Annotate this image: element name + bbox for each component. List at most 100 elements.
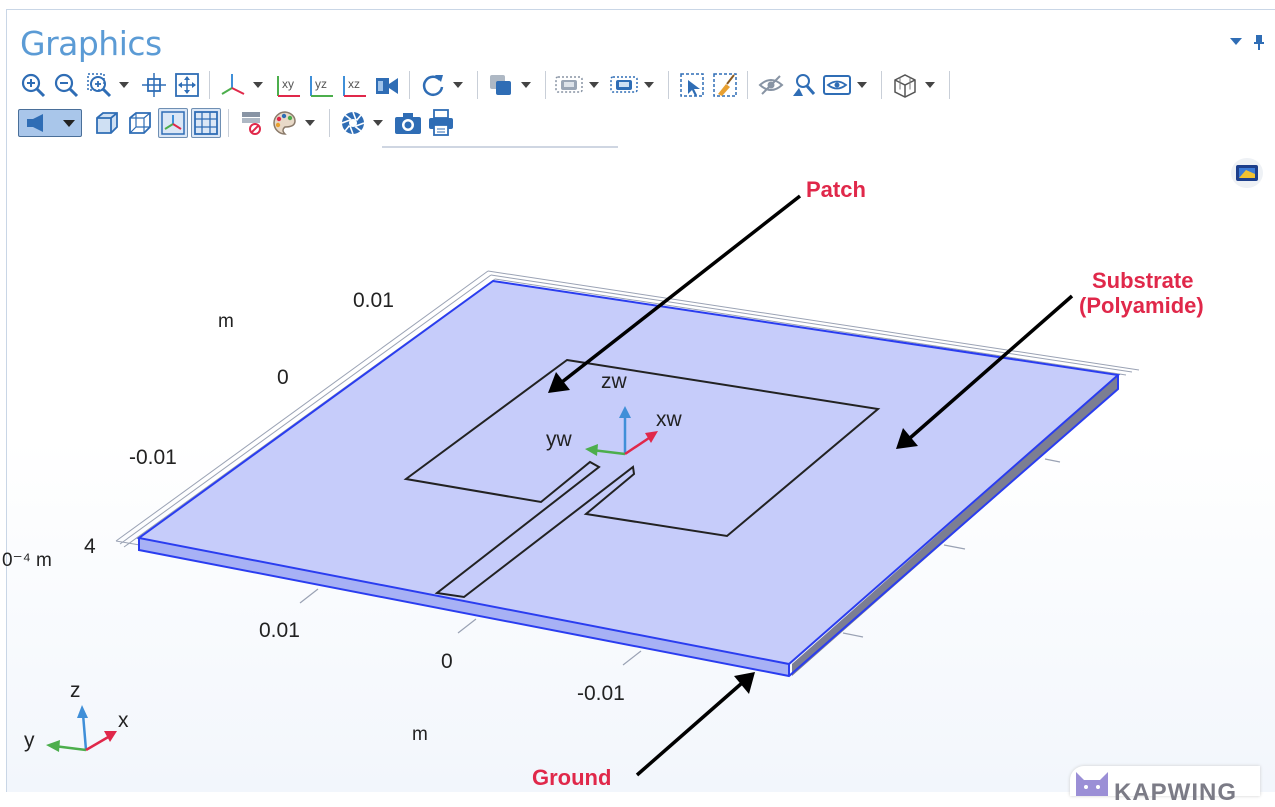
svg-text:yz: yz <box>315 77 327 91</box>
y-tick-label: 0 <box>277 366 289 389</box>
light-dropdown[interactable] <box>18 109 82 137</box>
select-objects-dropdown[interactable] <box>519 70 533 100</box>
reset-hiding-icon <box>242 112 261 135</box>
x-tick-label: 0.01 <box>259 619 300 642</box>
axis-orientation-button[interactable] <box>158 108 188 138</box>
annotation-arrows <box>548 194 1074 777</box>
xy-plane-button[interactable]: xy <box>273 70 303 100</box>
rotate-dropdown[interactable] <box>451 70 465 100</box>
select-zoom-icon <box>680 73 704 97</box>
work-plane-triad: zw yw xw <box>546 370 683 456</box>
grid-button[interactable] <box>191 108 221 138</box>
chevron-down-icon <box>373 120 383 126</box>
y-tick-label: -0.01 <box>129 446 177 469</box>
zoom-extents-button[interactable] <box>172 70 202 100</box>
palette-icon <box>273 111 296 135</box>
patch-annotation: Patch <box>806 177 866 202</box>
view-settings-dropdown[interactable] <box>855 70 869 100</box>
cat-logo-icon <box>1076 772 1108 796</box>
select-objects-button[interactable] <box>486 70 516 100</box>
deselect-box-button[interactable] <box>609 70 639 100</box>
camera-icon <box>395 113 421 134</box>
chevron-down-icon <box>305 120 315 126</box>
light-icon <box>27 114 43 132</box>
go-to-view-button[interactable] <box>372 70 402 100</box>
wireframe-button[interactable] <box>125 108 155 138</box>
scene-light-button[interactable] <box>338 108 368 138</box>
svg-text:xz: xz <box>348 77 360 91</box>
image-snapshot-button[interactable] <box>393 108 423 138</box>
zoom-box-dropdown[interactable] <box>117 70 131 100</box>
patch-outline[interactable] <box>403 358 881 599</box>
chevron-down-icon <box>589 82 599 88</box>
zoom-box-button[interactable] <box>84 70 114 100</box>
select-box-button[interactable] <box>554 70 584 100</box>
color-table-dropdown[interactable] <box>303 108 317 138</box>
global-y-label: y <box>24 729 35 752</box>
scene-light-dropdown[interactable] <box>371 108 385 138</box>
watermark-text: KAPWING <box>1114 779 1237 806</box>
default-view-button[interactable] <box>218 70 248 100</box>
substrate-side-right <box>792 375 1118 676</box>
plot-window-icon <box>1231 158 1263 188</box>
view-eye-icon <box>823 75 851 95</box>
chevron-down-icon <box>857 82 867 88</box>
wireframe-cube-icon <box>894 74 916 98</box>
x-tick-label: 0 <box>441 650 453 673</box>
panel-title: Graphics <box>20 24 162 63</box>
svg-text:xy: xy <box>282 77 294 91</box>
rotate-button[interactable] <box>418 70 448 100</box>
chevron-down-icon <box>253 82 263 88</box>
zoom-in-button[interactable] <box>18 70 48 100</box>
pin-icon[interactable] <box>1253 34 1265 50</box>
zoom-out-button[interactable] <box>51 70 81 100</box>
toolbar-separator <box>949 71 950 99</box>
zoom-selected-button[interactable] <box>139 70 169 100</box>
yz-plane-button[interactable]: yz <box>306 70 336 100</box>
window-controls <box>1229 34 1265 50</box>
zoom-box-icon <box>87 73 112 98</box>
select-objects-icon <box>490 75 511 95</box>
transparency-button[interactable] <box>92 108 122 138</box>
printer-icon <box>429 109 453 136</box>
render-mode-dropdown[interactable] <box>923 70 937 100</box>
xz-plane-button[interactable]: xz <box>339 70 369 100</box>
chevron-down-icon[interactable] <box>1229 37 1243 47</box>
view-xy-icon: xy <box>277 76 300 97</box>
work-plane-z-label: zw <box>601 370 628 393</box>
axis-orientation-icon <box>161 111 185 135</box>
global-triad: z y x <box>24 679 129 752</box>
substrate-top[interactable] <box>136 279 1121 666</box>
hide-button[interactable] <box>756 70 786 100</box>
substrate-annotation: Substrate <box>1092 268 1193 293</box>
toolbar-separator <box>209 71 210 99</box>
toolbar-separator <box>881 71 882 99</box>
y-axis-unit: m <box>218 311 234 332</box>
find-entity-button[interactable] <box>789 70 819 100</box>
view-yz-icon: yz <box>310 76 333 97</box>
clear-selection-button[interactable] <box>710 70 740 100</box>
view-settings-button[interactable] <box>822 70 852 100</box>
deselect-box-dropdown[interactable] <box>642 70 656 100</box>
default-view-dropdown[interactable] <box>251 70 265 100</box>
zoom-to-selection-button[interactable] <box>677 70 707 100</box>
plot-settings-button[interactable] <box>1229 156 1265 190</box>
zoom-selected-icon <box>142 73 166 97</box>
wireframe-render-icon <box>129 112 151 134</box>
select-box-dropdown[interactable] <box>587 70 601 100</box>
chevron-down-icon <box>453 82 463 88</box>
aperture-icon <box>341 111 365 135</box>
render-mode-button[interactable] <box>890 70 920 100</box>
toolbar-separator <box>747 71 748 99</box>
y-tick-label: 0.01 <box>353 289 394 312</box>
z-axis-unit: 0⁻⁴ m <box>2 550 52 571</box>
x-tick-label: -0.01 <box>577 682 625 705</box>
color-table-button[interactable] <box>270 108 300 138</box>
print-button[interactable] <box>426 108 456 138</box>
chevron-down-icon <box>644 82 654 88</box>
reset-hiding-button[interactable] <box>237 108 267 138</box>
chevron-down-icon <box>521 82 531 88</box>
toolbar-separator <box>228 109 229 137</box>
find-entity-icon <box>793 74 816 96</box>
